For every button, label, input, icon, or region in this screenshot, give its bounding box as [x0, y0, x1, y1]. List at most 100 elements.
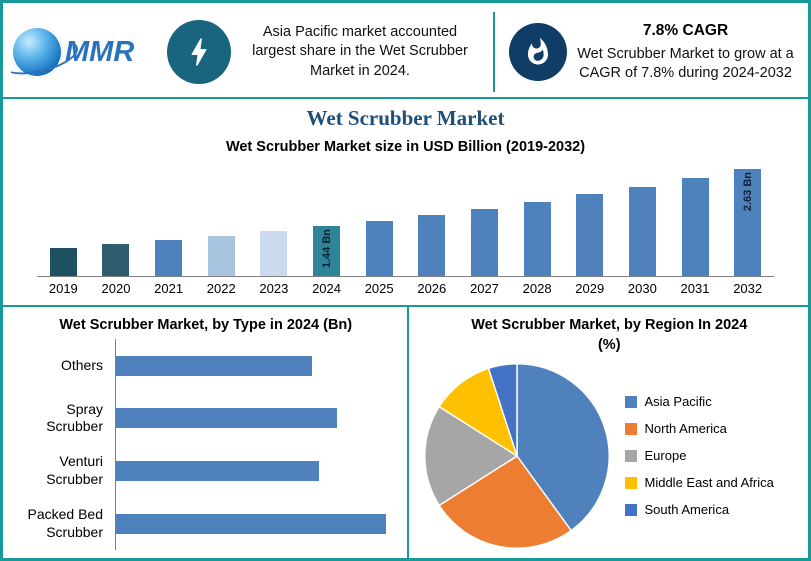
globe-icon: [11, 26, 63, 78]
type-row-venturi-scrubber: Venturi Scrubber: [13, 444, 399, 498]
type-label-venturi-scrubber: Venturi Scrubber: [46, 453, 103, 487]
header-divider: [493, 12, 495, 92]
x-axis-label-2026: 2026: [417, 281, 447, 296]
legend-label-europe: Europe: [644, 448, 687, 464]
legend-swatch-asia-pacific: [624, 395, 637, 408]
flame-icon: [509, 23, 567, 81]
legend-item-north-america: North America: [624, 421, 774, 437]
type-label-others: Others: [60, 356, 103, 373]
x-axis-label-2023: 2023: [259, 281, 289, 296]
bar-2028: [523, 202, 551, 276]
x-axis-label-2022: 2022: [206, 281, 236, 296]
cagr-block: 7.8% CAGR Wet Scrubber Market to grow at…: [577, 22, 798, 83]
bar-column-2023: [248, 231, 301, 276]
x-axis-label-2027: 2027: [469, 281, 499, 296]
cagr-text: Wet Scrubber Market to grow at a CAGR of…: [577, 45, 794, 81]
pie-slice-north-america: [437, 454, 572, 549]
x-axis-label-2021: 2021: [154, 281, 184, 296]
legend-item-asia-pacific: Asia Pacific: [624, 394, 774, 410]
pie-slice-europe: [423, 405, 518, 507]
pie-slice-south-america: [487, 362, 518, 457]
type-barwrap-venturi-scrubber: [115, 444, 399, 498]
type-chart-plot: Others Spray Scrubber Venturi Scrubber Pack…: [13, 339, 399, 550]
type-row-packed-bed-scrubber: Packed Bed Scrubber: [13, 497, 399, 550]
x-axis-label-2024: 2024: [312, 281, 341, 296]
bar-2022: [207, 236, 235, 276]
bar-column-2029: [563, 194, 616, 276]
legend-swatch-south-america: [624, 503, 637, 516]
legend-item-south-america: South America: [624, 502, 774, 518]
header-bottom-divider: [3, 97, 808, 99]
x-axis-label-2032: 2032: [733, 281, 763, 296]
bottom-section: Wet Scrubber Market, by Type in 2024 (Bn…: [3, 307, 808, 558]
type-bar-spray-scrubber: [116, 408, 337, 429]
bar-2027: [470, 209, 498, 276]
legend-item-europe: Europe: [624, 448, 774, 464]
region-chart-plot: Asia Pacific North America Europe Middle Ea…: [417, 360, 803, 552]
x-axis-label-2029: 2029: [575, 281, 605, 296]
bar-2024: 1.44 Bn: [313, 226, 341, 276]
x-axis-label-2019: 2019: [48, 281, 78, 296]
bar-2031: [681, 178, 709, 276]
bar-column-2031: [669, 178, 722, 276]
page-title: Wet Scrubber Market: [306, 106, 505, 130]
type-barwrap-spray-scrubber: [115, 391, 399, 445]
bottom-divider: [406, 307, 409, 558]
type-chart: Wet Scrubber Market, by Type in 2024 (Bn…: [3, 307, 407, 558]
legend-label-north-america: North America: [644, 421, 727, 437]
x-axis-label-2025: 2025: [364, 281, 394, 296]
bar-column-2027: [458, 209, 511, 276]
type-label-spray-scrubber: Spray Scrubber: [46, 400, 103, 435]
bar-value-label-2024: 1.44 Bn: [320, 229, 333, 269]
type-bar-packed-bed-scrubber: [116, 513, 386, 534]
legend-label-south-america: South America: [644, 502, 730, 518]
bar-2032: 2.63 Bn: [734, 169, 762, 276]
bar-2019: [49, 248, 77, 276]
pie-slice-asia-pacific: [515, 362, 610, 532]
bar-2021: [155, 240, 183, 276]
bar-column-2025: [353, 221, 406, 276]
legend-swatch-europe: [624, 449, 637, 462]
bar-column-2026: [405, 215, 458, 276]
type-chart-title: Wet Scrubber Market, by Type in 2024 (Bn…: [59, 317, 353, 333]
legend-swatch-north-america: [624, 422, 637, 435]
type-barwrap-packed-bed-scrubber: [115, 497, 399, 550]
bar-2025: [365, 221, 393, 276]
bar-column-2019: [37, 248, 90, 276]
bar-value-label-2032: 2.63 Bn: [741, 172, 754, 212]
bar-2020: [102, 244, 130, 276]
market-size-chart-plot: 1.44 Bn 2.63 Bn: [37, 165, 774, 277]
headline-left: Asia Pacific market accounted largest sh…: [252, 23, 468, 79]
market-size-chart: Wet Scrubber Market size in USD Billion …: [3, 133, 808, 305]
type-bar-others: [116, 355, 312, 376]
bar-2023: [260, 231, 288, 276]
bar-column-2022: [195, 236, 248, 276]
x-axis-label-2031: 2031: [680, 281, 710, 296]
region-chart-title: Wet Scrubber Market, by Region In 2024 (…: [471, 317, 748, 354]
bar-column-2021: [142, 240, 195, 276]
bar-2030: [628, 187, 656, 276]
type-barwrap-others: [115, 339, 399, 392]
pie-chart: [423, 362, 610, 549]
type-bar-venturi-scrubber: [116, 460, 319, 481]
legend-label-middle-east-and-africa: Middle East and Africa: [644, 475, 774, 491]
x-axis-label-2028: 2028: [522, 281, 552, 296]
type-row-spray-scrubber: Spray Scrubber: [13, 391, 399, 445]
lightning-bolt-icon: [167, 20, 231, 84]
pie-legend: Asia Pacific North America Europe Middle Ea…: [624, 382, 774, 529]
header: MMR Asia Pacific market accounted larges…: [3, 3, 808, 97]
mmr-logo: MMR: [11, 26, 157, 78]
bar-column-2030: [616, 187, 669, 276]
bar-2029: [576, 194, 604, 276]
type-label-packed-bed-scrubber: Packed Bed Scrubber: [27, 506, 104, 540]
legend-label-asia-pacific: Asia Pacific: [644, 394, 712, 410]
bar-column-2020: [90, 244, 143, 276]
market-size-chart-title: Wet Scrubber Market size in USD Billion …: [225, 139, 586, 155]
type-row-others: Others: [13, 339, 399, 392]
bar-column-2028: [511, 202, 564, 276]
middle-divider: [3, 305, 808, 307]
legend-item-middle-east-and-africa: Middle East and Africa: [624, 475, 774, 491]
region-chart: Wet Scrubber Market, by Region In 2024 (…: [409, 307, 809, 558]
cagr-value: 7.8% CAGR: [642, 21, 729, 39]
